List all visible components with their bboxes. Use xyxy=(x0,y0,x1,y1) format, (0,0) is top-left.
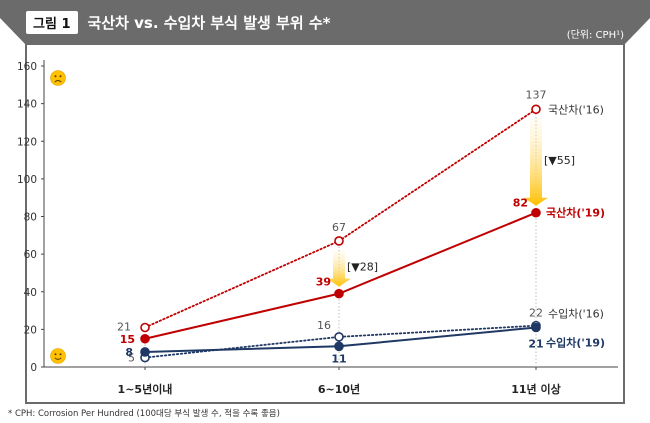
y-tick-label: 120 xyxy=(17,136,37,148)
y-tick-label: 20 xyxy=(24,324,37,336)
data-label-imported-2019: 8 xyxy=(125,346,133,359)
data-label-imported-2019: 11 xyxy=(331,352,346,365)
unit-label: (단위: CPH¹) xyxy=(566,30,624,41)
chart-border xyxy=(25,43,625,404)
decline-annotation: [▼28] xyxy=(347,260,378,273)
y-tick-label: 140 xyxy=(17,99,37,111)
data-point-imported-2019 xyxy=(140,347,150,357)
x-label-11-plus-years: 11년 이상 xyxy=(511,382,561,396)
data-label-imported-2016: 16 xyxy=(317,319,331,332)
decline-arrow xyxy=(327,249,351,287)
series-name-domestic-2016: 국산차('16) xyxy=(548,103,604,116)
data-label-domestic-2016: 21 xyxy=(117,320,131,333)
footnote: * CPH: Corrosion Per Hundred (100대당 부식 발… xyxy=(8,409,280,419)
data-point-domestic-2019 xyxy=(334,288,344,299)
data-point-domestic-2019 xyxy=(531,207,541,218)
y-tick-label: 100 xyxy=(17,174,37,186)
series-name-imported-2016: 수입차('16) xyxy=(548,308,604,321)
y-tick-label: 40 xyxy=(24,287,37,299)
x-label-1-5-years: 1~5년이내 xyxy=(118,382,173,396)
data-label-imported-2019: 21 xyxy=(528,337,543,350)
data-label-domestic-2016: 137 xyxy=(526,88,547,101)
data-label-domestic-2019: 15 xyxy=(120,333,135,346)
data-label-domestic-2019: 39 xyxy=(316,276,331,289)
chart-title: 국산차 vs. 수입차 부식 발생 부위 수* xyxy=(87,13,331,32)
data-point-domestic-2019 xyxy=(140,333,150,344)
smiley-face-icon xyxy=(50,348,66,364)
x-label-6-10-years: 6~10년 xyxy=(318,382,360,396)
data-label-imported-2016: 5 xyxy=(128,352,135,365)
y-tick-label: 80 xyxy=(24,212,37,224)
data-point-imported-2016 xyxy=(334,332,344,342)
decline-annotation: [▼55] xyxy=(544,154,575,167)
decline-arrow xyxy=(524,118,548,206)
data-point-domestic-2016 xyxy=(531,104,541,115)
data-point-domestic-2016 xyxy=(334,236,344,246)
data-label-imported-2016: 22 xyxy=(529,307,543,320)
header-bar xyxy=(0,0,650,45)
data-point-imported-2019 xyxy=(334,341,344,352)
data-point-domestic-2016 xyxy=(140,322,150,333)
data-point-imported-2019 xyxy=(531,322,541,333)
series-name-imported-2019: 수입차('19) xyxy=(546,335,605,349)
y-tick-label: 0 xyxy=(30,362,37,374)
sad-face-icon xyxy=(50,70,66,86)
figure-label: 그림 1 xyxy=(26,10,78,34)
data-label-domestic-2019: 82 xyxy=(513,197,528,210)
series-name-domestic-2019: 국산차('19) xyxy=(546,206,605,220)
chart-header: 그림 1 국산차 vs. 수입차 부식 발생 부위 수* xyxy=(26,10,331,34)
data-label-domestic-2016: 67 xyxy=(332,221,346,234)
y-tick-label: 160 xyxy=(17,61,37,73)
y-tick-label: 60 xyxy=(24,249,37,261)
